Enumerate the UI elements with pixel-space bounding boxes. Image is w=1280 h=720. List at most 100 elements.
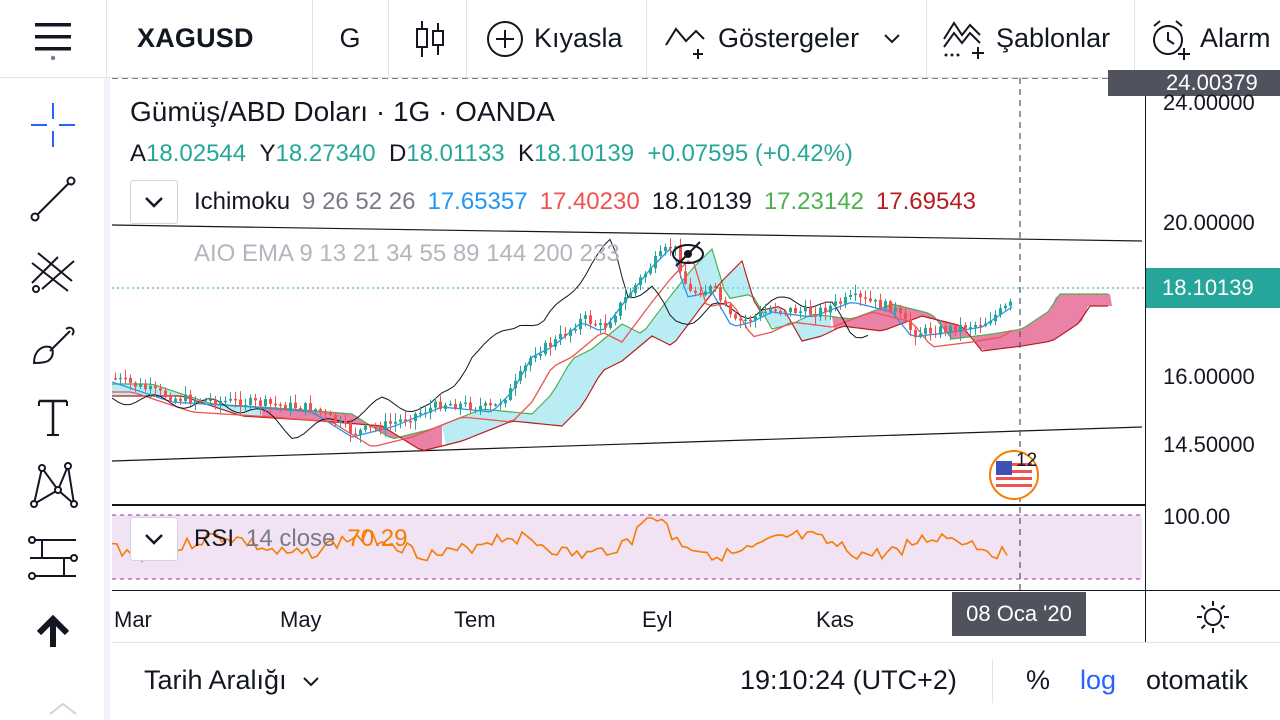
candle-body (649, 268, 652, 274)
top-price-label: 24.00379 (1108, 70, 1280, 96)
high-label: Y (259, 140, 276, 167)
chevron-down-icon (145, 534, 163, 545)
symbol-search-button[interactable]: XAGUSD (137, 23, 254, 53)
date-range-button[interactable]: Tarih Aralığı (144, 665, 320, 696)
menu-button[interactable] (0, 0, 106, 77)
candle-body (159, 388, 162, 391)
price-tick: 20.00000 (1163, 210, 1255, 235)
candle-body (979, 324, 982, 327)
candle-body (549, 342, 552, 347)
chart-pane[interactable] (112, 78, 1145, 590)
log-scale-button[interactable]: log (1080, 665, 1117, 695)
candle-body (814, 314, 817, 317)
candle-body (754, 316, 757, 321)
candle-body (939, 326, 942, 335)
text-tool[interactable] (22, 386, 84, 448)
candle-body (564, 333, 567, 336)
rsi-params: 14 close (246, 525, 336, 552)
cloud-segment (442, 249, 752, 445)
interval-button[interactable]: G (339, 23, 361, 53)
candle-body (844, 296, 847, 304)
candle-body (249, 398, 252, 405)
candle-body (969, 327, 972, 329)
brush-icon (32, 326, 75, 365)
pane-separator[interactable] (112, 504, 1280, 506)
scroll-up-tool[interactable] (22, 600, 84, 662)
candle-body (539, 353, 542, 356)
aio-ema-legend[interactable]: AIO EMA 9 13 21 34 55 89 144 200 233 (194, 240, 620, 267)
candle-body (219, 400, 222, 406)
candle-body (419, 412, 422, 415)
candle-body (264, 399, 267, 406)
measure-tool[interactable] (22, 528, 84, 590)
ichimoku-params: 9 26 52 26 (302, 188, 416, 215)
candle-body (369, 425, 372, 428)
us-flag-event-icon[interactable] (989, 450, 1039, 500)
candle-body (259, 400, 262, 406)
candle-body (849, 295, 852, 297)
eye-hidden-icon[interactable] (672, 241, 704, 267)
candle-body (439, 401, 442, 410)
candle-body (434, 401, 437, 408)
candle-body (474, 409, 477, 412)
date-range-label: Tarih Aralığı (144, 665, 287, 695)
trend-line-icon (30, 176, 76, 222)
rsi-legend: RSI 14 close 70.29 (130, 517, 419, 561)
crosshair-tool[interactable] (22, 94, 84, 156)
chevron-up-icon[interactable] (48, 702, 78, 716)
upper-trend-line[interactable] (112, 224, 1143, 242)
lower-trend-line[interactable] (112, 426, 1143, 462)
candle-body (144, 384, 147, 390)
auto-scale-button[interactable]: otomatik (1146, 665, 1249, 695)
candle-body (509, 388, 512, 401)
compare-button[interactable]: Kıyasla (486, 0, 623, 77)
price-axis[interactable]: 24.00379 24.00000 20.00000 16.00000 14.5… (1108, 70, 1280, 590)
candle-body (729, 304, 732, 315)
candle-body (364, 425, 367, 430)
candle-body (214, 399, 217, 406)
candle-body (779, 311, 782, 313)
candle-body (999, 308, 1002, 315)
price-chart-svg[interactable] (112, 78, 1145, 590)
ichimoku-cloud (112, 247, 1112, 452)
pitchfork-tool[interactable] (22, 242, 84, 304)
candle-body (134, 382, 137, 387)
chart-settings-button[interactable] (1145, 590, 1280, 642)
brush-tool[interactable] (22, 316, 84, 378)
candle-body (484, 403, 487, 406)
change-value: +0.07595 (+0.42%) (647, 140, 853, 167)
time-tick: Mar (114, 607, 152, 632)
candle-body (619, 302, 622, 316)
candle-body (194, 400, 197, 403)
sun-settings-icon (1197, 600, 1229, 633)
chevron-down-icon[interactable] (883, 33, 901, 45)
candle-body (989, 321, 992, 324)
percent-scale-button[interactable]: % (1026, 665, 1051, 695)
candle-body (239, 399, 242, 407)
collapse-indicators-button[interactable] (130, 180, 178, 224)
chart-type-button[interactable] (400, 0, 460, 77)
ichimoku-value-4: 17.23142 (763, 188, 864, 215)
candle-body (944, 326, 947, 332)
pattern-icon (30, 462, 78, 508)
indicators-button[interactable]: Göstergeler (664, 0, 901, 77)
event-count-badge: 12 (1016, 450, 1038, 471)
templates-icon (943, 20, 984, 59)
patterns-tool[interactable] (22, 454, 84, 516)
candle-body (529, 358, 532, 366)
candle-body (489, 403, 492, 406)
candle-body (694, 290, 697, 293)
clock-timezone-button[interactable]: 19:10:24 (UTC+2) (740, 665, 957, 695)
candle-body (274, 403, 277, 406)
current-price-label: 18.10139 (1146, 268, 1280, 308)
candle-body (579, 318, 582, 330)
trend-line-tool[interactable] (22, 168, 84, 230)
candle-body (499, 403, 502, 405)
crosshair-date-label: 08 Oca '20 (952, 592, 1086, 636)
templates-button[interactable]: Şablonlar (942, 0, 1110, 77)
candle-body (629, 293, 632, 298)
candle-body (559, 333, 562, 340)
collapse-rsi-button[interactable] (130, 517, 178, 561)
alarm-button[interactable]: Alarm (1150, 0, 1271, 77)
candle-body (759, 312, 762, 317)
